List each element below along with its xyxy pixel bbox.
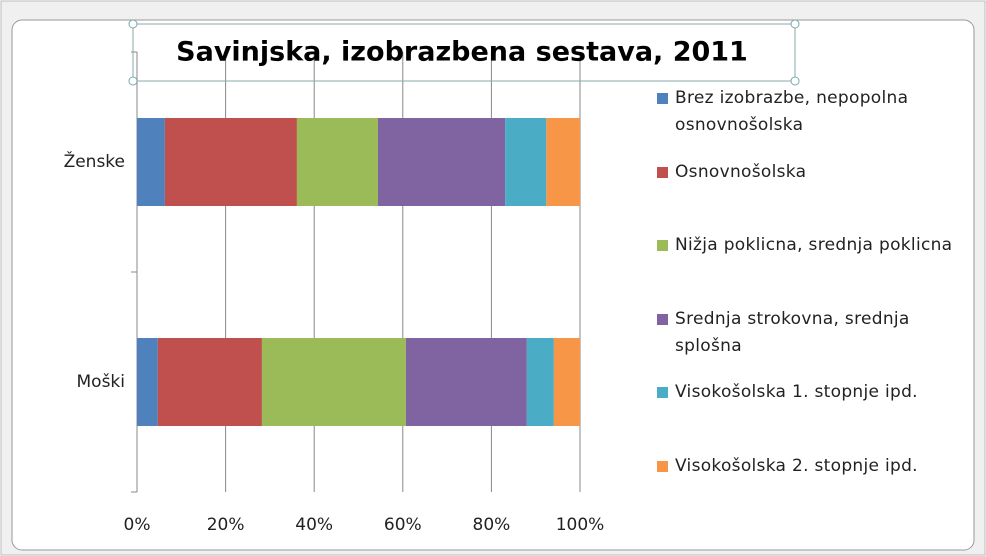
bar-segment (261, 338, 406, 426)
bar-segment (164, 118, 297, 206)
bar-segment (505, 118, 547, 206)
y-tick-label: Ženske (64, 150, 125, 172)
legend-label: Brez izobrazbe, nepopolna osnovnošolska (675, 88, 909, 135)
x-tick-label: 80% (473, 515, 511, 535)
bar-segment (553, 338, 580, 426)
bar-segment (377, 118, 506, 206)
bar-segment (137, 338, 158, 426)
legend-label: Visokošolska 2. stopnje ipd. (675, 455, 918, 476)
legend-label: Osnovnošolska (675, 161, 807, 182)
handle[interactable] (790, 76, 800, 86)
handle[interactable] (128, 19, 138, 29)
bar-segment (546, 118, 580, 206)
handle[interactable] (790, 19, 800, 29)
x-tick-label: 40% (295, 515, 333, 535)
chart-title: Savinjska, izobrazbena sestava, 2011 (176, 37, 748, 68)
legend-swatch (657, 460, 668, 472)
bar-segment (405, 338, 527, 426)
x-tick-label: 60% (384, 515, 422, 535)
legend-swatch (657, 313, 668, 325)
bar-segment (157, 338, 262, 426)
bar-segment (526, 338, 554, 426)
legend-label: Visokošolska 1. stopnje ipd. (675, 382, 918, 402)
x-tick-label: 0% (124, 515, 151, 535)
legend-label: Srednja strokovna, srednja splošna (675, 308, 910, 356)
legend-swatch (657, 93, 668, 104)
legend-swatch (657, 240, 668, 251)
legend-swatch (657, 387, 668, 398)
title-box[interactable] (132, 23, 796, 82)
bar-segment (296, 118, 378, 206)
legend-label: Nižja poklicna, srednja poklicna (675, 235, 953, 255)
x-tick-label: 100% (556, 515, 605, 535)
legend-swatch (657, 166, 668, 178)
x-tick-label: 20% (207, 515, 245, 535)
handle[interactable] (128, 76, 138, 86)
y-tick-label: Moški (77, 372, 126, 392)
bar-segment (137, 118, 165, 206)
